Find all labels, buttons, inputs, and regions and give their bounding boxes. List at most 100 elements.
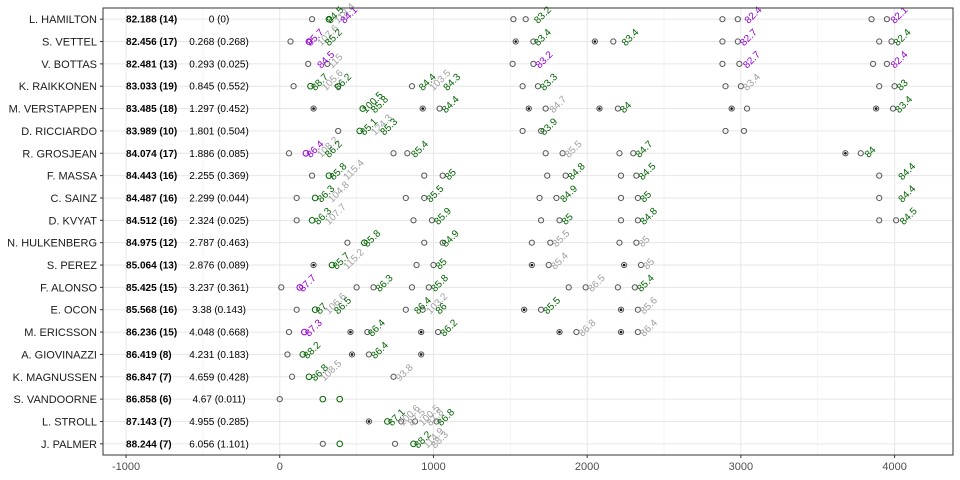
lap-time-label: 84.5 (637, 161, 659, 183)
lap-point (617, 306, 625, 313)
lap-point (402, 306, 409, 313)
lap-time-label: 86.2 (439, 317, 461, 339)
gap-label: 2.255 (0.369) (189, 171, 249, 182)
driver-name-label: M. VERSTAPPEN (9, 104, 97, 116)
lap-point (413, 261, 420, 269)
lap-point-center (530, 263, 534, 267)
lap-point (347, 328, 354, 336)
lap-time-label: 84.4 (897, 161, 919, 183)
lap-point (528, 261, 535, 269)
best-lap-label: 86.236 (15) (126, 328, 177, 339)
lap-point (876, 172, 883, 179)
lap-point (728, 105, 735, 112)
lap-point-center (312, 107, 315, 110)
lap-point (616, 239, 623, 246)
lap-time-label: 84.4 (897, 183, 919, 205)
lap-point (888, 38, 895, 45)
lap-point (301, 328, 308, 336)
lap-point-center (593, 40, 597, 43)
lap-point (876, 38, 883, 45)
x-tick-label: 4000 (882, 461, 906, 473)
lap-point-center (598, 107, 601, 110)
lap-point (883, 16, 891, 23)
lap-time-label: 83.4 (894, 94, 916, 116)
lap-time-label: 84.8 (566, 161, 588, 183)
lap-time-label: 87.7 (297, 273, 319, 295)
lap-time-label: 84.9 (440, 228, 462, 250)
lap-point (722, 83, 729, 90)
lap-point (434, 328, 442, 336)
lap-time-label: 84 (618, 100, 634, 116)
lap-point (421, 172, 428, 179)
lap-point (542, 150, 549, 157)
lap-time-label: 85 (560, 211, 576, 227)
driver-name-label: R. GROSJEAN (22, 148, 97, 160)
lap-time-label: 85.5 (551, 228, 573, 250)
lap-point (370, 284, 377, 291)
lap-point (556, 217, 563, 224)
lap-point-center (844, 151, 847, 155)
lap-point (421, 194, 428, 202)
lap-point (325, 172, 333, 179)
lap-time-label: 85.8 (429, 273, 451, 295)
driver-name-label: M. ERICSSON (24, 327, 97, 339)
best-lap-label: 83.033 (19) (126, 82, 177, 93)
lap-time-label: 85.8 (362, 228, 384, 250)
lap-point (842, 150, 849, 157)
gap-label: 4.67 (0.011) (192, 395, 245, 406)
lap-point (428, 217, 436, 224)
driver-name-label: K. MAGNUSSEN (13, 372, 97, 384)
lap-time-label: 83.2 (534, 49, 556, 71)
gap-label: 2.299 (0.044) (189, 193, 249, 204)
lap-point (617, 328, 625, 336)
lap-point (365, 351, 373, 358)
lap-time-label: 87.3 (303, 317, 325, 339)
lap-point (336, 395, 344, 403)
lap-time-label: 83.9 (538, 116, 560, 138)
lap-point (410, 217, 417, 224)
best-lap-label: 84.443 (16) (126, 171, 177, 182)
lap-point (634, 217, 642, 224)
lap-point (302, 149, 310, 157)
lap-marks (276, 15, 900, 448)
lap-point (335, 127, 342, 135)
best-lap-label: 86.858 (6) (126, 395, 172, 406)
best-lap-label: 82.456 (17) (126, 37, 177, 48)
driver-name-label: S. PEREZ (47, 260, 97, 272)
lap-time-label: 84.7 (634, 139, 656, 161)
lap-time-label: 85.4 (549, 250, 571, 272)
lap-time-label: 84 (863, 144, 879, 160)
lap-time-label: 86.4 (366, 317, 388, 339)
lap-time-label: 85 (641, 256, 657, 272)
lap-labels: 82.188 (14) 0 (0) 82.456 (17) 0.268 (0.268)… (126, 1, 920, 451)
lap-time-label: 88.2 (302, 340, 324, 362)
lap-point (421, 239, 428, 246)
lap-point-center (514, 40, 518, 43)
gap-label: 0.268 (0.268) (189, 37, 249, 48)
lap-point-center (419, 330, 423, 334)
gap-label: 1.297 (0.452) (189, 104, 249, 115)
lap-point (617, 194, 625, 202)
lap-point (433, 418, 440, 425)
lap-point (614, 284, 622, 291)
lap-point (308, 217, 316, 224)
lap-point (293, 194, 300, 202)
best-lap-label: 85.425 (15) (126, 283, 177, 294)
lap-point (537, 217, 545, 224)
lap-point (293, 217, 300, 224)
lap-time-label: 82.4 (892, 27, 914, 49)
lap-time-label: 85.9 (432, 206, 454, 228)
lap-time-label: 115.4 (342, 157, 367, 182)
lap-point (616, 150, 623, 157)
best-lap-label: 83.989 (10) (126, 126, 177, 137)
lap-point (419, 105, 426, 112)
lap-point (278, 284, 285, 291)
lap-point (876, 217, 883, 224)
lap-point (634, 306, 642, 313)
x-tick-label: 2000 (575, 461, 599, 473)
lap-point-center (367, 420, 371, 423)
lap-point (893, 217, 900, 224)
lap-point (522, 16, 529, 23)
lap-point (736, 60, 743, 67)
best-lap-label: 85.064 (13) (126, 261, 177, 272)
